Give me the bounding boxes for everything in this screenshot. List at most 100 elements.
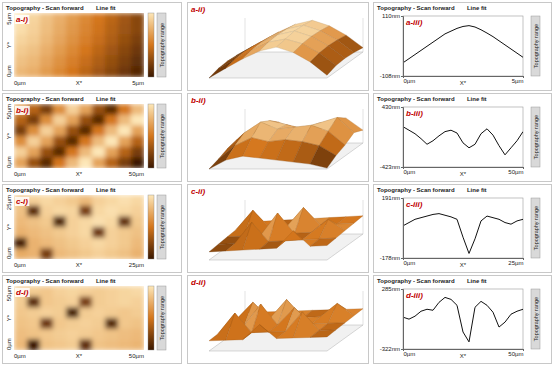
panel-label: d-ii): [191, 278, 206, 287]
surface-quad: [226, 313, 252, 340]
heatmap-cell: [40, 248, 54, 259]
heatmap-cell: [14, 66, 28, 77]
heatmap-cell: [105, 13, 119, 24]
heatmap-cell: [105, 248, 119, 259]
heatmap-cell: [92, 157, 106, 168]
heatmap-cell: [53, 56, 67, 67]
heatmap-cell: [40, 206, 54, 217]
panel-frame: [188, 94, 369, 182]
tick-label: 0µm: [6, 156, 12, 168]
heatmap-cell: [118, 147, 132, 158]
surface-quad: [243, 42, 269, 59]
tick-label: 50µm: [129, 171, 144, 177]
heatmap-cell: [105, 66, 119, 77]
plot-area: [14, 195, 144, 259]
heatmap-cell: [79, 136, 93, 147]
tick-mark: [401, 76, 403, 77]
surface-quad: [260, 241, 286, 249]
surface-quad: [209, 59, 235, 78]
heatmap-cell: [53, 195, 67, 206]
panel-label-group: a-iii): [405, 18, 424, 27]
heatmap-cells: [14, 13, 144, 77]
heatmap-cell: [53, 34, 67, 45]
axis-line: [401, 17, 404, 77]
panel-frame: [188, 276, 369, 364]
heatmap-cell: [66, 34, 80, 45]
heatmap-cell: [53, 104, 67, 115]
heatmap-cell: [40, 307, 54, 318]
heatmap-cell: [118, 297, 132, 308]
heatmap-cell: [27, 238, 41, 249]
heatmap-cell: [118, 216, 132, 227]
heatmap-cell: [14, 115, 28, 126]
heatmap-cell: [40, 125, 54, 136]
heatmap-cell: [131, 115, 144, 126]
label-patch: [405, 109, 424, 118]
heatmap-cell: [79, 13, 93, 24]
side-label: Topography range: [159, 205, 165, 249]
heatmap-cell: [131, 227, 144, 238]
panel-frame: [374, 276, 552, 364]
tick-label: 5µm: [132, 80, 144, 86]
panel-title: Topography - Scan forward: [377, 96, 455, 102]
panel-subtitle: Line fit: [467, 278, 487, 284]
heatmap-cell: [92, 34, 106, 45]
plot-area: [403, 297, 523, 341]
heatmap-cell: [53, 125, 67, 136]
heatmap-cell: [118, 248, 132, 259]
axis-title: X*: [460, 80, 467, 86]
label-patch: [15, 197, 29, 206]
heatmap-cell: [27, 56, 41, 67]
plot-frame: [403, 289, 523, 349]
label-patch: [190, 278, 207, 287]
heatmap-cell: [79, 104, 93, 115]
heatmap-cell: [118, 66, 132, 77]
heatmap-cell: [66, 206, 80, 217]
heatmap-cell: [131, 238, 144, 249]
panel-label: c-ii): [191, 187, 206, 196]
plot-area: [403, 26, 523, 63]
profile-line: [403, 26, 523, 63]
axis-title: X*: [76, 353, 83, 359]
heatmap-cell: [105, 339, 119, 350]
panel-frame: [188, 3, 369, 91]
heatmap-cell: [27, 248, 41, 259]
heatmap-cell: [105, 147, 119, 158]
label-patch: [15, 15, 29, 24]
heatmap-cell: [118, 125, 132, 136]
panel: Topography - Scan forwardLine fit0µm5µm-…: [374, 3, 552, 91]
tick-label: 0µm: [404, 78, 416, 84]
color-bar: [148, 104, 154, 168]
tick: 0µm: [404, 167, 416, 175]
heatmap-cell: [14, 24, 28, 35]
panel-subtitle: Line fit: [467, 96, 487, 102]
panel-title: Topography - Scan forward: [6, 187, 84, 193]
heatmap-cell: [118, 318, 132, 329]
heatmap-cell: [79, 56, 93, 67]
tick-label: 25µm: [6, 195, 12, 210]
tick-label: 0µm: [14, 80, 26, 86]
heatmap-cell: [92, 104, 106, 115]
heatmap-cell: [79, 206, 93, 217]
panel-label: c-i): [16, 197, 28, 206]
heatmap-cells: [14, 286, 144, 350]
heatmap-cells: [14, 195, 144, 259]
heatmap-cell: [53, 66, 67, 77]
axis-title: Y*: [6, 223, 12, 230]
heatmap-cell: [105, 157, 119, 168]
heatmap-cell: [53, 136, 67, 147]
panel: c-ii): [188, 185, 369, 273]
heatmap-cell: [79, 24, 93, 35]
axis-title: Y*: [6, 314, 12, 321]
heatmap-cell: [79, 115, 93, 126]
surface-quad: [328, 303, 354, 323]
profile-line: [403, 214, 523, 254]
heatmap-cell: [53, 318, 67, 329]
panel-label: a-iii): [406, 18, 423, 27]
tick-mark: [401, 258, 403, 259]
heatmap-cell: [131, 13, 144, 24]
heatmap-cell: [118, 227, 132, 238]
heatmap-cell: [79, 329, 93, 340]
panel-label-group: a-i): [15, 15, 29, 24]
panel-frame: [3, 185, 182, 273]
